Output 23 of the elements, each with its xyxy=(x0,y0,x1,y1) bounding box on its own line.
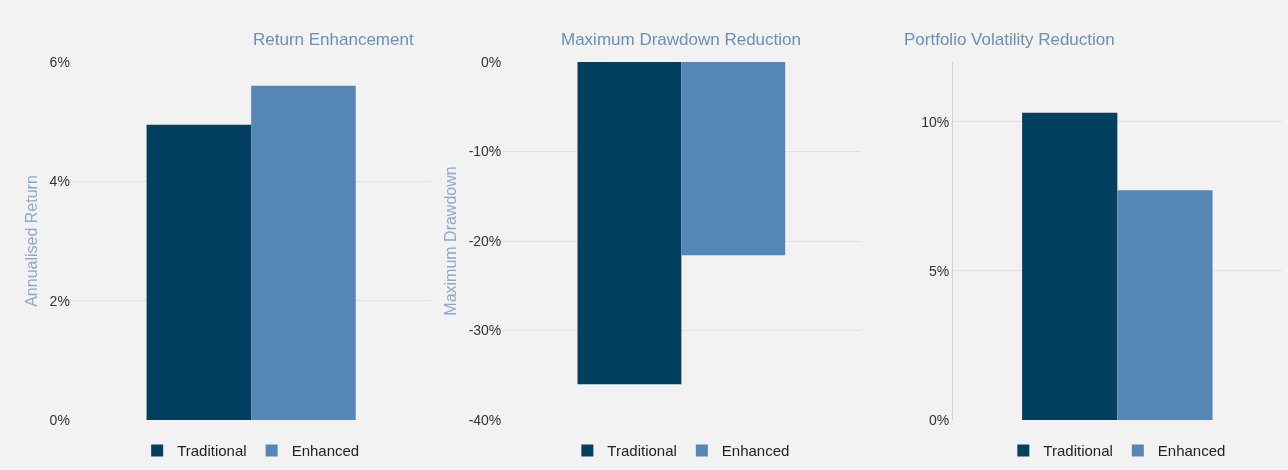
y-tick-label: 0% xyxy=(929,411,950,428)
legend-label: Traditional xyxy=(1043,442,1113,460)
legend-label: Traditional xyxy=(607,442,677,460)
y-tick-label: -10% xyxy=(468,143,502,160)
y-axis-title: Annualised Return xyxy=(22,175,40,307)
y-tick-label: 0% xyxy=(49,411,70,428)
y-tick-label: 4% xyxy=(49,173,70,190)
y-tick-label: 5% xyxy=(929,262,950,279)
y-tick-label: -30% xyxy=(468,322,502,339)
chart-title: Maximum Drawdown Reduction xyxy=(561,30,801,49)
y-tick-label: -40% xyxy=(468,411,502,428)
chart-title: Return Enhancement xyxy=(253,30,414,49)
legend-label: Enhanced xyxy=(721,442,790,460)
legend-label: Enhanced xyxy=(1157,442,1226,460)
legend-label: Traditional xyxy=(177,442,247,460)
y-tick-label: 10% xyxy=(921,113,950,130)
y-axis-title: Maximum Drawdown xyxy=(441,166,459,316)
y-tick-label: 0% xyxy=(481,53,502,70)
y-tick-label: -20% xyxy=(468,232,502,249)
legend-label: Enhanced xyxy=(291,442,360,460)
y-tick-label: 6% xyxy=(49,53,70,70)
y-tick-label: 2% xyxy=(49,292,70,309)
chart-title: Portfolio Volatility Reduction xyxy=(904,30,1115,49)
